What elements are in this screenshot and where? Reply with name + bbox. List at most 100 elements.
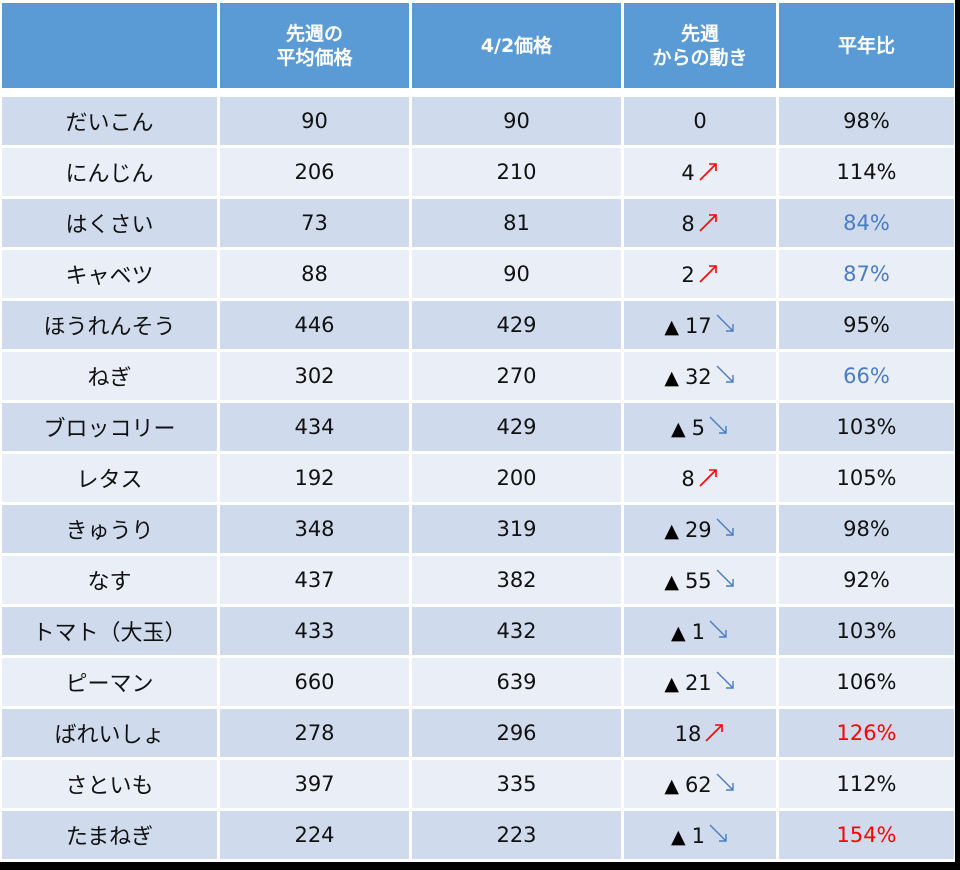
change-value: 4 [681, 160, 695, 185]
arrow-down-right-icon [714, 670, 736, 692]
change-value: 17 [684, 313, 712, 338]
vs-average-ratio: 126% [779, 709, 954, 757]
table-row: なす 437 382 ▲ 55 92% [2, 556, 954, 604]
last-week-avg-price: 73 [220, 199, 409, 247]
decrease-triangle-icon: ▲ [664, 519, 679, 542]
header-item [2, 3, 217, 88]
arrow-up-right-icon [697, 211, 719, 233]
vegetable-name: ほうれんそう [2, 301, 217, 349]
price-4-2: 223 [412, 811, 621, 859]
table-row: キャベツ 88 90 2 87% [2, 250, 954, 298]
price-4-2: 335 [412, 760, 621, 808]
vegetable-name: ブロッコリー [2, 403, 217, 451]
arrow-down-right-icon [714, 517, 736, 539]
vs-average-ratio: 105% [779, 454, 954, 502]
price-4-2: 429 [412, 403, 621, 451]
change-cell: 8 [624, 454, 776, 502]
change-value: 55 [684, 568, 712, 593]
vegetable-name: トマト（大玉） [2, 607, 217, 655]
table-row: ばれいしょ 278 296 18 126% [2, 709, 954, 757]
change-cell: 4 [624, 148, 776, 196]
change-cell: ▲ 62 [624, 760, 776, 808]
vegetable-name: だいこん [2, 97, 217, 145]
decrease-triangle-icon: ▲ [664, 774, 679, 797]
change-value: 0 [693, 109, 707, 133]
change-cell: ▲ 55 [624, 556, 776, 604]
vegetable-name: にんじん [2, 148, 217, 196]
change-cell: 0 [624, 97, 776, 145]
decrease-triangle-icon: ▲ [664, 366, 679, 389]
change-value: 18 [674, 721, 702, 746]
change-cell: ▲ 1 [624, 811, 776, 859]
vegetable-name: たまねぎ [2, 811, 217, 859]
arrow-up-right-icon [697, 262, 719, 284]
header-label-line: 先週 [680, 22, 719, 45]
header-change-from-last-week: 先週 からの動き [624, 3, 776, 88]
vs-average-ratio: 154% [779, 811, 954, 859]
header-price-4-2: 4/2価格 [412, 3, 621, 88]
table-row: トマト（大玉） 433 432 ▲ 1 103% [2, 607, 954, 655]
header-gap [2, 91, 954, 94]
vs-average-ratio: 87% [779, 250, 954, 298]
vs-average-ratio: 103% [779, 607, 954, 655]
change-cell: ▲ 5 [624, 403, 776, 451]
last-week-avg-price: 192 [220, 454, 409, 502]
vegetable-name: きゅうり [2, 505, 217, 553]
vegetable-name: ピーマン [2, 658, 217, 706]
price-4-2: 90 [412, 97, 621, 145]
change-value: 29 [684, 517, 712, 542]
arrow-down-right-icon [707, 619, 729, 641]
vs-average-ratio: 112% [779, 760, 954, 808]
decrease-triangle-icon: ▲ [671, 825, 686, 848]
vegetable-name: ねぎ [2, 352, 217, 400]
header-last-week-avg: 先週の 平均価格 [220, 3, 409, 88]
arrow-down-right-icon [714, 313, 736, 335]
change-cell: 2 [624, 250, 776, 298]
arrow-down-right-icon [714, 364, 736, 386]
arrow-up-right-icon [697, 466, 719, 488]
table-row: ねぎ 302 270 ▲ 32 66% [2, 352, 954, 400]
vegetable-name: レタス [2, 454, 217, 502]
change-value: 5 [691, 415, 705, 440]
arrow-down-right-icon [707, 415, 729, 437]
change-cell: ▲ 32 [624, 352, 776, 400]
table-row: たまねぎ 224 223 ▲ 1 154% [2, 811, 954, 859]
header-label-line: 4/2価格 [480, 34, 553, 57]
table-row: ブロッコリー 434 429 ▲ 5 103% [2, 403, 954, 451]
price-4-2: 200 [412, 454, 621, 502]
last-week-avg-price: 224 [220, 811, 409, 859]
table-row: レタス 192 200 8 105% [2, 454, 954, 502]
arrow-down-right-icon [714, 568, 736, 590]
change-value: 21 [684, 670, 712, 695]
vs-average-ratio: 106% [779, 658, 954, 706]
change-cell: ▲ 17 [624, 301, 776, 349]
change-value: 8 [681, 466, 695, 491]
change-value: 1 [691, 619, 705, 644]
change-value: 2 [681, 262, 695, 287]
price-4-2: 210 [412, 148, 621, 196]
last-week-avg-price: 88 [220, 250, 409, 298]
header-label-line: からの動き [652, 46, 748, 69]
vs-average-ratio: 95% [779, 301, 954, 349]
price-4-2: 429 [412, 301, 621, 349]
last-week-avg-price: 660 [220, 658, 409, 706]
header-label-line: 平均価格 [276, 46, 353, 69]
last-week-avg-price: 434 [220, 403, 409, 451]
decrease-triangle-icon: ▲ [664, 672, 679, 695]
vs-average-ratio: 98% [779, 505, 954, 553]
price-4-2: 90 [412, 250, 621, 298]
vs-average-ratio: 103% [779, 403, 954, 451]
price-4-2: 296 [412, 709, 621, 757]
vegetable-name: さといも [2, 760, 217, 808]
header-vs-average-year: 平年比 [779, 3, 954, 88]
change-value: 1 [691, 823, 705, 848]
header-row: 先週の 平均価格 4/2価格 先週 からの動き 平年比 [2, 3, 954, 88]
arrow-up-right-icon [697, 160, 719, 182]
last-week-avg-price: 433 [220, 607, 409, 655]
decrease-triangle-icon: ▲ [664, 315, 679, 338]
price-4-2: 639 [412, 658, 621, 706]
price-4-2: 432 [412, 607, 621, 655]
change-cell: 8 [624, 199, 776, 247]
price-4-2: 270 [412, 352, 621, 400]
change-value: 62 [684, 772, 712, 797]
